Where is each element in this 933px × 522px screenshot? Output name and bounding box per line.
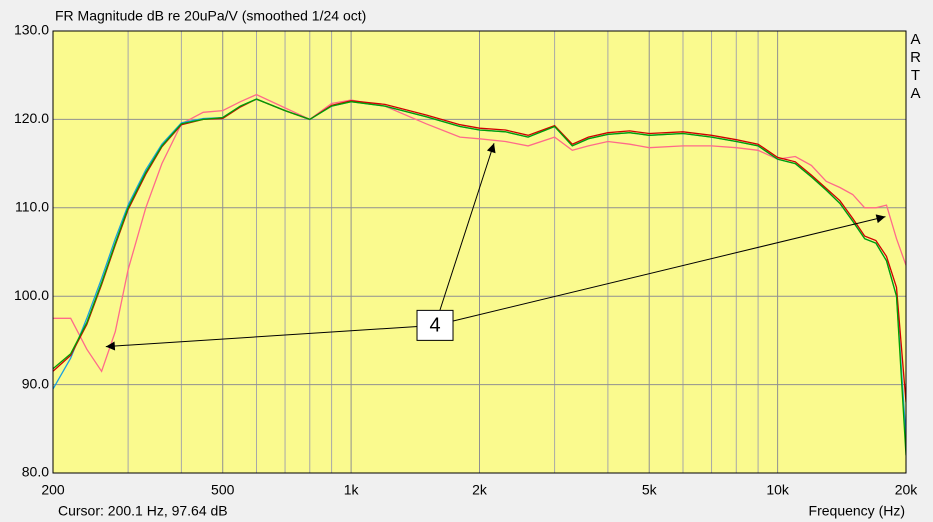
x-axis-label: Frequency (Hz): [809, 503, 905, 519]
annotation-box: [416, 309, 454, 341]
x-tick-label: 2k: [472, 482, 488, 498]
chart-title: FR Magnitude dB re 20uPa/V (smoothed 1/2…: [55, 8, 366, 24]
annotation-arrow: [434, 214, 886, 326]
plot-border: [52, 30, 907, 474]
y-tick-label: 100.0: [14, 287, 49, 303]
series-line: [53, 93, 906, 373]
side-label: ARTA: [907, 31, 924, 103]
y-tick-label: 80.0: [22, 464, 49, 480]
annotation-label: 4: [429, 315, 440, 337]
cursor-readout: Cursor: 200.1 Hz, 97.64 dB: [58, 503, 228, 519]
annotation-arrow: [105, 324, 436, 351]
x-tick-label: 200: [41, 482, 65, 498]
x-tick-label: 500: [211, 482, 235, 498]
x-tick-label: 1k: [344, 482, 360, 498]
x-tick-label: 20k: [895, 482, 919, 498]
x-tick-label: 10k: [766, 482, 790, 498]
y-tick-label: 130.0: [14, 22, 49, 38]
x-tick-label: 5k: [642, 482, 658, 498]
y-tick-label: 90.0: [22, 375, 49, 391]
series-line: [53, 98, 906, 456]
y-tick-label: 110.0: [15, 199, 49, 215]
annotation-arrow: [434, 143, 496, 326]
y-tick-label: 120.0: [14, 110, 49, 126]
